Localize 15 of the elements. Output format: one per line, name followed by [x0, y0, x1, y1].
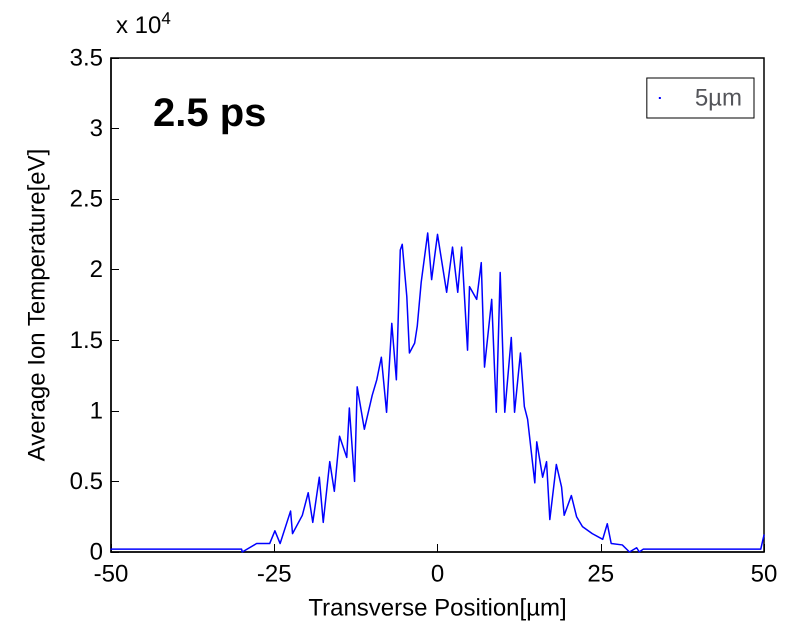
y-tick-label: 1.5 — [70, 326, 103, 354]
x-tick-label: -25 — [256, 560, 292, 588]
y-tick-label: 2 — [90, 256, 103, 284]
y-tick-label: 3 — [90, 115, 103, 142]
y-tick-label: 2.5 — [70, 186, 103, 213]
x-tick-label: 50 — [750, 560, 778, 588]
y-tick-label: 1 — [90, 397, 103, 424]
y-axis-title: Average Ion Temperature[eV] — [24, 148, 50, 462]
x-axis-title: Transverse Position[µm] — [308, 594, 567, 622]
x-tick-label: 0 — [430, 560, 444, 588]
y-tick-label: 0.5 — [70, 468, 103, 495]
y-tick-label: 3.5 — [70, 44, 103, 72]
annotation: 2.5 ps — [153, 91, 266, 135]
legend-label: 5µm — [694, 84, 742, 112]
x-tick-label: 25 — [587, 560, 614, 588]
